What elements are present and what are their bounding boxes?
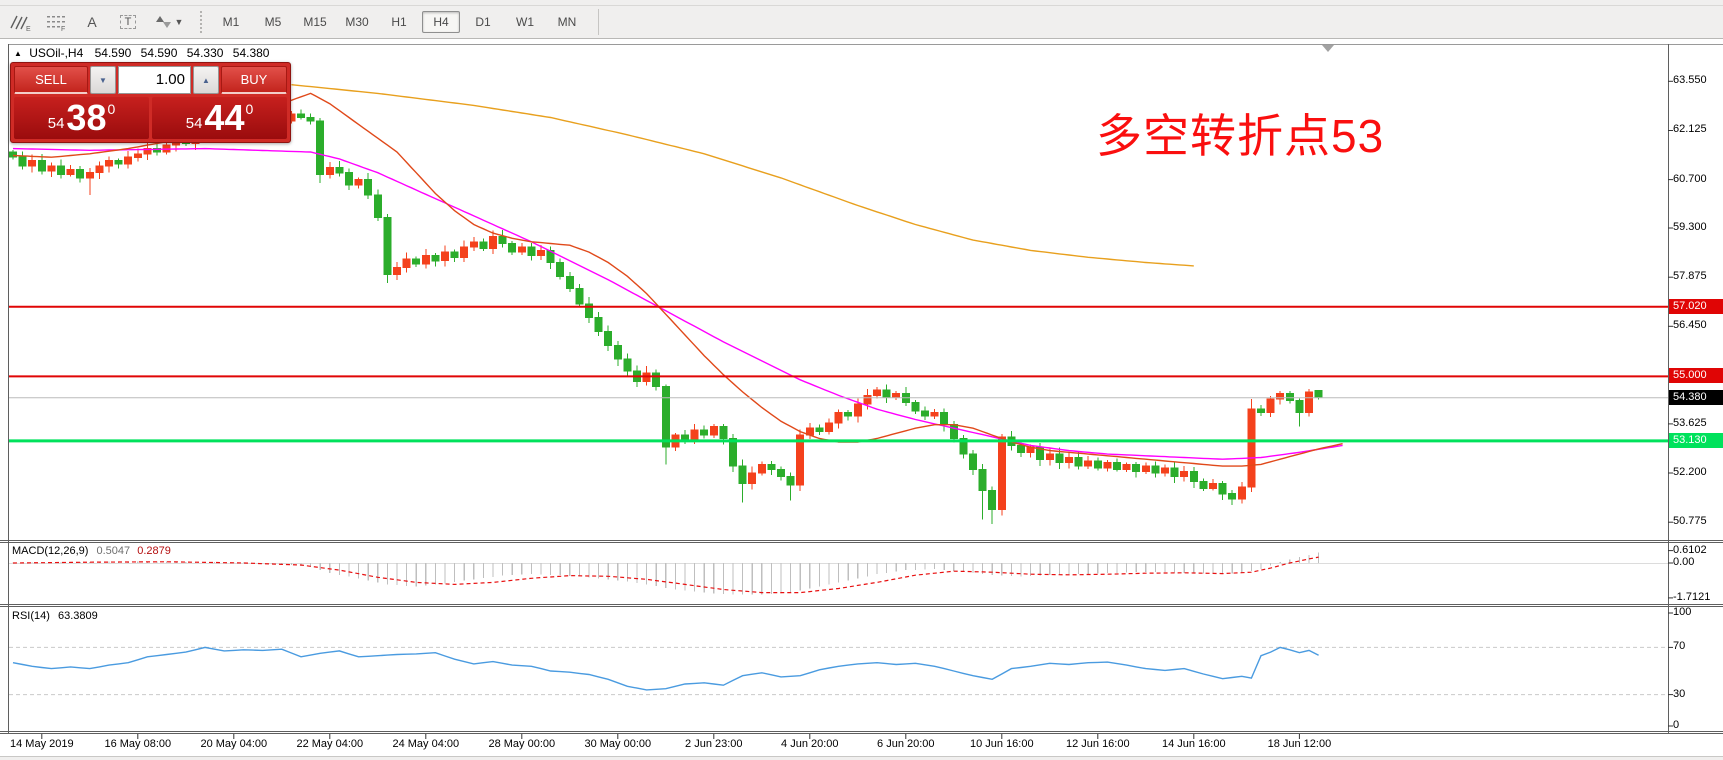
timeframe-button-H1[interactable]: H1	[391, 15, 407, 29]
level-price-badge: 57.020	[1669, 298, 1723, 314]
time-tick-label: 12 Jun 16:00	[1065, 738, 1130, 750]
price-tick-label: 62.125	[1673, 123, 1707, 136]
toolbar-separator	[200, 11, 202, 33]
time-tick-label: 10 Jun 16:00	[969, 738, 1034, 750]
buy-button[interactable]: BUY	[221, 66, 287, 94]
macd-tick-label: 0.00	[1673, 556, 1695, 568]
time-tick-label: 28 May 00:00	[488, 738, 556, 750]
level-price-badge: 53.130	[1669, 432, 1723, 448]
window-bottom-strip	[0, 756, 1723, 760]
quote-low: 54.330	[186, 46, 224, 60]
sell-price-point: 0	[107, 101, 116, 117]
main-toolbar: E F A T ▼ M1 M5 M1	[0, 6, 1723, 39]
svg-text:E: E	[26, 26, 31, 32]
time-tick-label: 24 May 04:00	[392, 738, 460, 750]
quote-open: 54.590	[94, 46, 132, 60]
cursor-icon[interactable]: A	[87, 14, 97, 30]
price-tick-label: 63.550	[1673, 74, 1707, 87]
time-tick-label: 2 Jun 23:00	[685, 738, 743, 750]
timeframe-toolbar: M1 M5 M15 M30 H1 H4 D1 W1 MN	[210, 11, 588, 33]
price-tick-label: 52.200	[1673, 466, 1707, 479]
timeframe-button-M5[interactable]: M5	[264, 15, 282, 29]
timeframe-button-M30[interactable]: M30	[345, 15, 369, 29]
quote-close: 54.380	[232, 46, 270, 60]
time-tick-label: 6 Jun 20:00	[877, 738, 935, 750]
macd-main-value: 0.5047	[96, 545, 131, 557]
timeframe-button-D1[interactable]: D1	[475, 15, 491, 29]
dropdown-caret-icon: ▼	[174, 17, 184, 27]
volume-increase-button[interactable]: ▲	[193, 66, 219, 94]
indicators-icon[interactable]: E	[4, 8, 36, 36]
rsi-tick-label: 70	[1673, 640, 1686, 653]
macd-indicator-label: MACD(12,26,9) 0.5047 0.2879	[12, 545, 171, 557]
price-tick-label: 56.450	[1673, 319, 1707, 332]
text-label-icon[interactable]: T	[112, 8, 144, 36]
macd-name: MACD(12,26,9)	[12, 545, 89, 557]
price-tick-label: 60.700	[1673, 172, 1707, 185]
window-top-strip	[0, 0, 1723, 6]
quote-high: 54.590	[140, 46, 178, 60]
rsi-tick-label: 30	[1673, 687, 1686, 700]
rsi-name: RSI(14)	[12, 610, 50, 622]
arrows-objects-icon[interactable]: ▼	[148, 8, 190, 36]
volume-input[interactable]: 1.00	[118, 66, 191, 94]
volume-decrease-button[interactable]: ▼	[90, 66, 116, 94]
timeframe-button-H4[interactable]: H4	[422, 11, 460, 33]
quote-header: ▲ USOil-,H4 54.590 54.590 54.330 54.380	[14, 46, 275, 60]
time-tick-label: 16 May 08:00	[104, 738, 172, 750]
macd-signal-value: 0.2879	[137, 545, 171, 557]
time-tick-label: 14 Jun 16:00	[1161, 738, 1226, 750]
sell-price-figure: 54	[47, 114, 65, 132]
time-tick-label: 4 Jun 20:00	[781, 738, 839, 750]
svg-text:F: F	[61, 26, 65, 32]
time-tick-label: 14 May 2019	[10, 738, 74, 750]
symbol-timeframe: USOil-,H4	[29, 46, 84, 60]
toolbar-separator	[598, 9, 599, 35]
one-click-trading-panel: SELL ▼ 1.00 ▲ BUY 54 38 0 54 44 0	[10, 62, 291, 143]
time-tick-label: 30 May 00:00	[584, 738, 652, 750]
sell-price-pips: 38	[66, 97, 107, 138]
price-tick-label: 57.875	[1673, 270, 1707, 283]
macd-tick-label: 0.6102	[1673, 543, 1707, 556]
time-tick-label: 22 May 04:00	[296, 738, 364, 750]
chart-text-annotation: 多空转折点53	[1096, 110, 1385, 162]
rsi-indicator-label: RSI(14) 63.3809	[12, 610, 98, 622]
time-tick-label: 18 Jun 12:00	[1267, 738, 1332, 750]
buy-price-point: 0	[245, 101, 254, 117]
timeframe-button-M1[interactable]: M1	[222, 15, 240, 29]
timeframe-button-MN[interactable]: MN	[557, 15, 577, 29]
rsi-tick-label: 100	[1673, 606, 1692, 618]
level-price-badge: 55.000	[1669, 368, 1723, 384]
time-tick-label: 20 May 04:00	[200, 738, 268, 750]
buy-price-pips: 44	[204, 97, 245, 138]
timeframe-button-W1[interactable]: W1	[516, 15, 534, 29]
current-price-badge: 54.380	[1669, 389, 1723, 405]
sell-button[interactable]: SELL	[14, 66, 88, 94]
macd-tick-label: -1.7121	[1673, 590, 1711, 603]
rsi-tick-label: 0	[1673, 719, 1680, 731]
collapse-triangle-icon[interactable]: ▲	[14, 49, 22, 58]
buy-price-figure: 54	[185, 114, 203, 132]
timeframe-button-M15[interactable]: M15	[303, 15, 327, 29]
chart-shift-marker-icon[interactable]	[1322, 45, 1334, 52]
buy-price-tile[interactable]: 54 44 0	[152, 97, 287, 139]
grid-icon[interactable]: F	[40, 8, 72, 36]
price-tick-label: 50.775	[1673, 515, 1707, 528]
sell-price-tile[interactable]: 54 38 0	[14, 97, 149, 139]
rsi-value: 63.3809	[57, 610, 98, 622]
price-tick-label: 59.300	[1673, 220, 1707, 233]
price-tick-label: 53.625	[1673, 416, 1707, 429]
